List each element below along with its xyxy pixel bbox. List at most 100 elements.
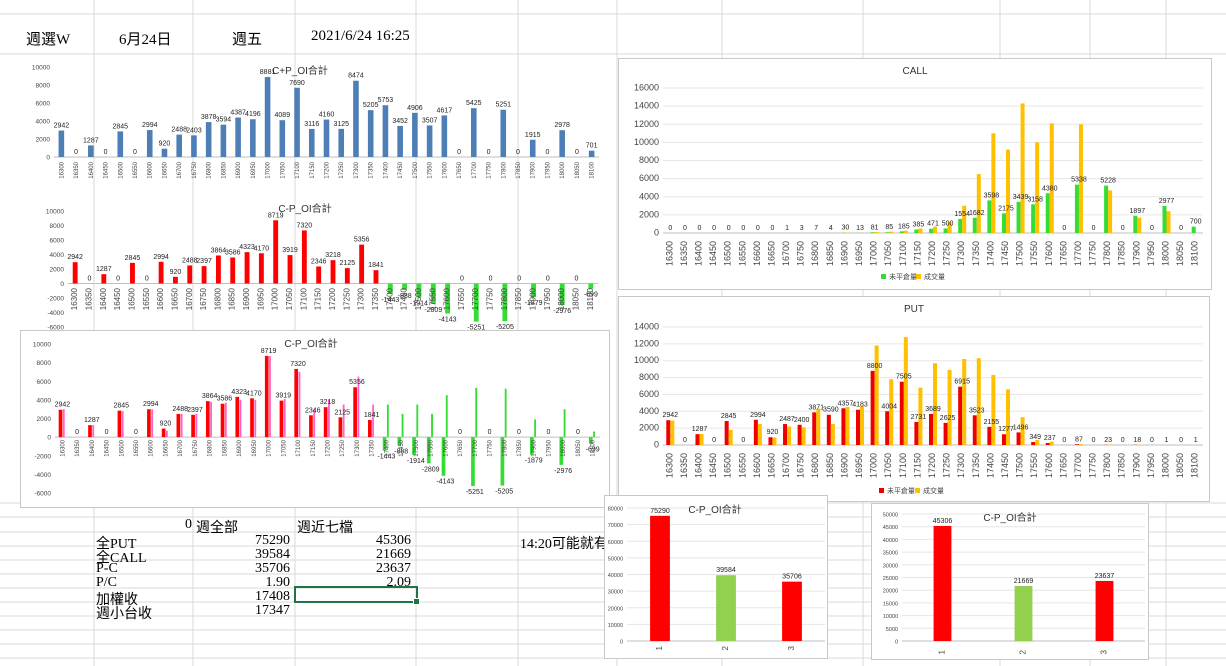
chart-small-1[interactable]: 0 10000 20000 30000 40000 50000 60000 70000 8000… [604, 495, 828, 659]
chart-put[interactable]: 0 2000 4000 6000 8000 10000 12000 14000 PUT 2942 1… [618, 296, 1210, 502]
chart-title: C-P_OI合計 [688, 503, 741, 516]
bar [889, 379, 894, 445]
bar [1001, 213, 1006, 233]
summary-col2-header[interactable]: 週近七檔 [297, 521, 353, 536]
chart-c-minus-p-2[interactable]: -6000 -4000 -2000 0 2000 4000 6000 8000 10000 C-P… [20, 330, 610, 508]
bar [117, 131, 124, 157]
x-tick-label: 16450 [104, 161, 110, 178]
y-tick-label: 2000 [50, 267, 65, 274]
data-label: 0 [1121, 437, 1125, 444]
x-tick-label: 17800 [1102, 241, 1112, 266]
bar [1035, 142, 1040, 233]
x-tick-label: 16600 [148, 161, 154, 178]
summary-row-label[interactable]: 全CALL [96, 551, 147, 566]
data-label: 0 [545, 149, 549, 156]
x-tick-label: 18000 [1161, 453, 1171, 478]
bar-secondary [298, 371, 301, 438]
x-tick-label: 16700 [185, 287, 194, 310]
data-label: 35706 [782, 574, 802, 581]
summary-row-label[interactable]: 加權收 [96, 593, 138, 608]
summary-row-v2[interactable]: 21669 [376, 547, 411, 562]
y-tick-label: 4000 [36, 119, 51, 126]
data-label: 1287 [692, 426, 708, 433]
summary-row-label[interactable]: P/C [96, 575, 118, 590]
week-label[interactable]: 週選W [26, 32, 71, 48]
summary-row-v1[interactable]: 17347 [255, 603, 290, 618]
x-tick-label: 17850 [514, 287, 523, 310]
chart-c-minus-p[interactable]: -6000 -4000 -2000 0 2000 4000 6000 8000 10000 C-P… [20, 200, 605, 330]
data-label: 701 [586, 143, 598, 150]
x-tick-label: 16400 [90, 439, 96, 456]
data-label: 1 [1194, 437, 1198, 444]
summary-row-v1[interactable]: 39584 [255, 547, 290, 562]
bar [235, 396, 240, 438]
bar [899, 381, 904, 445]
bar [801, 427, 806, 445]
x-tick-label: 16350 [75, 439, 81, 456]
bar-secondary [151, 409, 154, 438]
data-label: -5205 [495, 489, 513, 496]
date-label[interactable]: 6月24日 [119, 32, 172, 48]
bar-secondary [416, 404, 419, 438]
summary-row-v1[interactable]: 17408 [255, 589, 290, 604]
data-label: 2346 [305, 407, 321, 414]
summary-row-label[interactable]: 全PUT [96, 537, 137, 552]
data-label: 45306 [933, 518, 953, 525]
data-label: 0 [489, 276, 493, 283]
bar [367, 110, 374, 157]
y-tick-label: 4000 [50, 252, 65, 259]
data-label: 2978 [554, 122, 570, 129]
summary-row-label[interactable]: P-C [96, 561, 118, 576]
bar [294, 87, 300, 157]
data-label: 1915 [525, 132, 541, 139]
summary-col1-header[interactable]: 週全部 [196, 521, 238, 536]
bar [244, 252, 250, 284]
summary-zero[interactable]: 0 [185, 517, 192, 532]
bar [1005, 389, 1010, 445]
summary-row-v1[interactable]: 35706 [255, 561, 290, 576]
x-tick-label: 16400 [693, 241, 703, 266]
x-tick-label: 17100 [299, 287, 308, 310]
chart-call[interactable]: 0 2000 4000 6000 8000 10000 12000 14000 16000 CAL… [618, 58, 1212, 290]
bar [1031, 442, 1036, 445]
x-tick-label: 17750 [487, 161, 493, 178]
chart-title: CALL [902, 66, 927, 77]
summary-row-v2[interactable]: 45306 [376, 533, 411, 548]
summary-row-label[interactable]: 週小台收 [96, 607, 152, 622]
x-tick-label: 16500 [119, 439, 125, 456]
y-tick-label: -2000 [47, 296, 64, 303]
x-tick-label: 16900 [242, 287, 251, 310]
bar-secondary [165, 430, 168, 438]
x-tick-label: 17350 [370, 439, 376, 456]
data-label: 4906 [407, 105, 423, 112]
data-label: 0 [1062, 437, 1066, 444]
bar [161, 428, 166, 438]
bar [72, 262, 78, 284]
chart-small-2[interactable]: 0 5000 10000 15000 20000 25000 30000 35000 40000… [871, 503, 1149, 660]
bar [1133, 215, 1138, 233]
data-label: -2809 [422, 466, 440, 473]
bar [845, 407, 850, 445]
data-label: 3452 [392, 118, 408, 125]
x-tick-label: 18100 [590, 161, 596, 178]
bar [1095, 580, 1114, 641]
chart-cp-sum[interactable]: 0 2000 4000 6000 8000 10000 C+P_OI合計 2942 16300 0… [20, 58, 605, 200]
x-tick-label: 17000 [869, 453, 879, 478]
bar [1137, 217, 1142, 233]
y-tick-label: 50000 [883, 513, 898, 519]
selected-cell[interactable] [294, 586, 420, 605]
summary-row-v1[interactable]: 1.90 [265, 575, 291, 590]
legend-swatch [881, 274, 886, 279]
weekday-label[interactable]: 週五 [232, 32, 263, 48]
datetime-label[interactable]: 2021/6/24 16:25 [311, 28, 410, 44]
data-label: -888 [398, 293, 412, 300]
data-label: 13 [856, 225, 864, 232]
x-tick-label: 17300 [355, 439, 361, 456]
summary-row-v1[interactable]: 75290 [255, 533, 290, 548]
x-tick-label: 18100 [586, 287, 595, 310]
summary-row-v2[interactable]: 23637 [376, 561, 411, 576]
bar [201, 266, 207, 284]
data-label: 2488 [171, 127, 187, 134]
x-tick-label: 18100 [1190, 453, 1200, 478]
fill-handle[interactable] [413, 598, 420, 605]
